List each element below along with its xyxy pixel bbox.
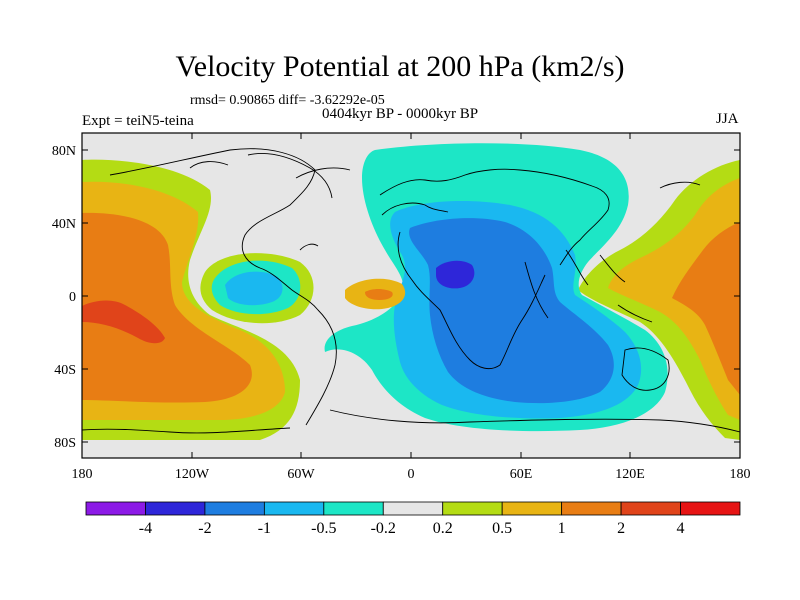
lat-label-80s: 80S bbox=[54, 436, 76, 451]
period-label: 0404kyr BP - 0000kyr BP bbox=[322, 106, 479, 122]
lon-label-180e: 180 bbox=[730, 467, 751, 482]
colorbar-box bbox=[620, 501, 681, 516]
lon-label-60e: 60E bbox=[510, 467, 533, 482]
lat-label-80n: 80N bbox=[52, 144, 76, 159]
colorbar-label: -1 bbox=[258, 520, 271, 537]
lat-label-0: 0 bbox=[69, 290, 76, 305]
africa-level-neg2 bbox=[436, 260, 475, 289]
lon-label-120e: 120E bbox=[615, 467, 645, 482]
lat-label-40s: 40S bbox=[54, 363, 76, 378]
colorbar-label: 4 bbox=[677, 520, 685, 537]
colorbar-label: -0.2 bbox=[371, 520, 396, 537]
colorbar-box bbox=[382, 501, 444, 516]
chart-title: Velocity Potential at 200 hPa (km2/s) bbox=[175, 50, 625, 83]
colorbar-box bbox=[323, 501, 384, 516]
colorbar-label: 2 bbox=[617, 520, 625, 537]
atlantic-level-1 bbox=[365, 289, 393, 300]
stats-label: rmsd= 0.90865 diff= -3.62292e-05 bbox=[190, 93, 385, 108]
pacific-west-level-1 bbox=[82, 212, 252, 403]
colorbar-box bbox=[263, 501, 325, 516]
lon-label-60w: 60W bbox=[287, 467, 315, 482]
colorbar-box bbox=[501, 501, 563, 516]
colorbar-label: 0.5 bbox=[492, 520, 512, 537]
map-field bbox=[82, 133, 740, 458]
lon-label-180w: 180 bbox=[72, 467, 93, 482]
pacific-east-level-1 bbox=[672, 222, 740, 395]
colorbar-label: -0.5 bbox=[311, 520, 336, 537]
colorbar-box bbox=[145, 501, 206, 516]
colorbar-box bbox=[680, 501, 741, 516]
colorbar-box bbox=[442, 501, 503, 516]
season-label: JJA bbox=[716, 111, 739, 127]
lat-label-40n: 40N bbox=[52, 217, 76, 232]
pacific-west-level-2 bbox=[82, 300, 165, 344]
lon-label-0: 0 bbox=[408, 467, 415, 482]
colorbar-label: -4 bbox=[139, 520, 152, 537]
america-level-neg0.5 bbox=[225, 271, 283, 306]
experiment-label: Expt = teiN5-teina bbox=[82, 113, 194, 129]
colorbar-box bbox=[204, 501, 265, 516]
colorbar-box bbox=[85, 501, 146, 516]
lon-label-120w: 120W bbox=[175, 467, 210, 482]
colorbar-label: -2 bbox=[198, 520, 211, 537]
colorbar-label: 1 bbox=[558, 520, 566, 537]
colorbar-label: 0.2 bbox=[433, 520, 453, 537]
colorbar: -4 -2 -1 -0.5 -0.2 0.2 0.5 1 2 4 bbox=[85, 501, 741, 537]
colorbar-box bbox=[561, 501, 622, 516]
coastlines bbox=[82, 148, 740, 434]
axis-ticks bbox=[81, 133, 741, 458]
